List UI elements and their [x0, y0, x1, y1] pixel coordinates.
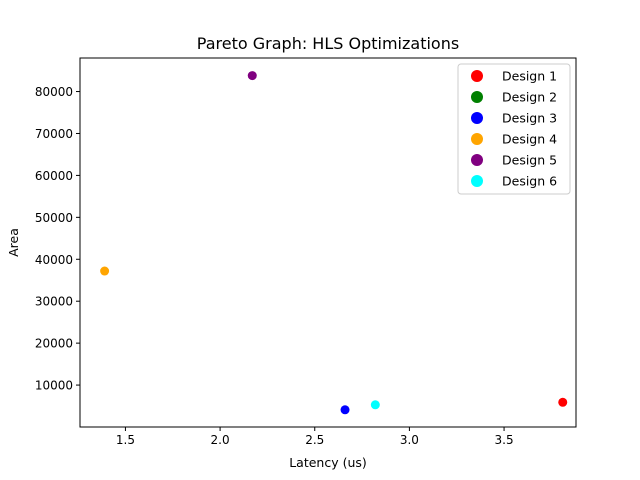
- y-tick-label: 20000: [35, 337, 73, 351]
- legend-label: Design 2: [502, 90, 557, 105]
- x-axis-label: Latency (us): [289, 455, 367, 470]
- legend-marker: [471, 91, 483, 103]
- legend-label: Design 1: [502, 69, 557, 84]
- legend-marker: [471, 154, 483, 166]
- plot-frame: [79, 57, 577, 428]
- legend-marker: [471, 175, 483, 187]
- legend-marker: [471, 112, 483, 124]
- data-point-design-4: [100, 266, 110, 276]
- y-tick-label: 50000: [35, 211, 73, 225]
- y-tick-label: 80000: [35, 85, 73, 99]
- chart-title: Pareto Graph: HLS Optimizations: [197, 34, 459, 53]
- y-tick-label: 70000: [35, 127, 73, 141]
- y-tick-label: 10000: [35, 379, 73, 393]
- data-point-design-1: [558, 397, 568, 407]
- plot-area: [79, 57, 577, 428]
- legend: Design 1 Design 2 Design 3 Design 4 Design 5…: [457, 63, 571, 195]
- legend-frame: [457, 63, 571, 195]
- legend-label: Design 3: [502, 111, 557, 126]
- data-point-design-6: [370, 400, 380, 410]
- y-axis: 10000 20000 30000 40000 50000 60000 70000 80000: [35, 85, 80, 393]
- x-tick-label: 2.0: [211, 433, 230, 447]
- x-tick-label: 3.5: [495, 433, 514, 447]
- data-point-design-5: [247, 71, 257, 81]
- y-axis-label: Area: [6, 228, 21, 257]
- x-tick-label: 2.5: [305, 433, 324, 447]
- legend-label: Design 6: [502, 174, 557, 189]
- x-tick-label: 3.0: [400, 433, 419, 447]
- legend-marker: [471, 133, 483, 145]
- x-axis: 1.5 2.0 2.5 3.0 3.5: [116, 427, 514, 447]
- legend-label: Design 5: [502, 153, 557, 168]
- x-tick-label: 1.5: [116, 433, 135, 447]
- y-tick-label: 60000: [35, 169, 73, 183]
- legend-label: Design 4: [502, 132, 557, 147]
- data-points: [100, 71, 568, 415]
- legend-marker: [471, 70, 483, 82]
- data-point-design-3: [340, 405, 350, 415]
- y-tick-label: 30000: [35, 295, 73, 309]
- y-tick-label: 40000: [35, 253, 73, 267]
